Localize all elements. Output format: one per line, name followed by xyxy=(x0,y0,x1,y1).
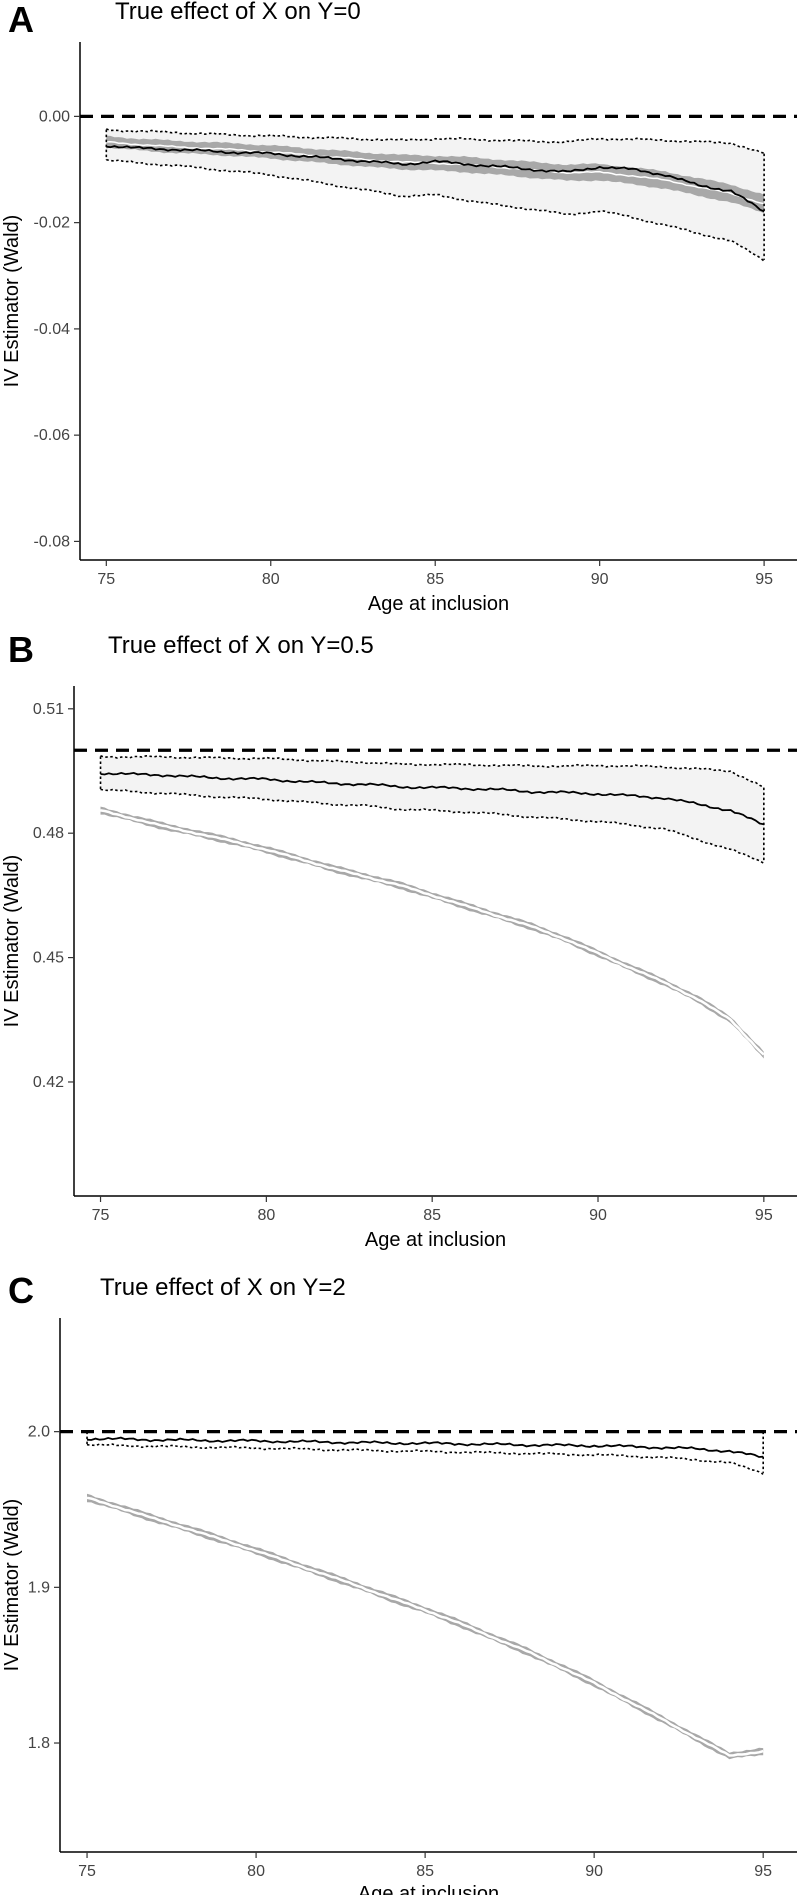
panel-b-letter: B xyxy=(8,629,34,670)
chart-a-x-tick-label: 80 xyxy=(262,571,280,588)
chart-b-y-tick-label: 0.42 xyxy=(33,1074,64,1091)
chart-a-x-tick-label: 75 xyxy=(97,571,115,588)
chart-a-plot: 75 80 85 90 95 0.00 -0.02 -0.04 -0.06 -0.08 Age at… xyxy=(1,42,797,615)
chart-b-y-tick-label: 0.45 xyxy=(33,950,64,967)
chart-b-y-tick-label: 0.48 xyxy=(33,825,64,842)
chart-a-ci-fill xyxy=(106,128,765,262)
chart-c-x-tick-label: 85 xyxy=(416,1863,434,1880)
chart-b-x-tick-label: 90 xyxy=(589,1207,607,1224)
chart-b-x-tick-label: 95 xyxy=(755,1207,773,1224)
chart-c-y-tick-label: 1.8 xyxy=(28,1735,50,1752)
chart-c-plot: 75 80 85 90 95 2.0 1.9 1.8 Age at inclusion IV Es… xyxy=(1,1318,797,1895)
chart-a-y-tick-label: -0.08 xyxy=(34,533,71,550)
chart-b-x-tick-label: 85 xyxy=(423,1207,441,1224)
chart-c-x-axis-title: Age at inclusion xyxy=(358,1883,499,1895)
chart-b-y-axis-title: IV Estimator (Wald) xyxy=(1,855,23,1028)
chart-b-y-tick-label: 0.51 xyxy=(33,701,64,718)
chart-a-x-axis-title: Age at inclusion xyxy=(368,593,509,615)
chart-b-x-tick-label: 75 xyxy=(92,1207,110,1224)
chart-a-naive-band xyxy=(106,135,765,214)
panel-c-title: True effect of X on Y=2 xyxy=(100,1274,346,1301)
chart-c-y-tick-label: 2.0 xyxy=(28,1424,50,1441)
chart-a-ci-lower xyxy=(106,158,765,262)
chart-c-naive-band xyxy=(87,1493,764,1760)
panel-a-letter: A xyxy=(8,0,34,40)
chart-c-ci-lower xyxy=(86,1443,764,1475)
chart-a-x-tick-label: 85 xyxy=(426,571,444,588)
chart-a-x-tick-label: 95 xyxy=(755,571,773,588)
chart-a-naive-center-line xyxy=(106,140,765,205)
chart-a-iv-line xyxy=(106,145,765,213)
chart-c-x-tick-label: 95 xyxy=(754,1863,772,1880)
chart-a-y-tick-label: -0.02 xyxy=(34,215,71,232)
chart-c-naive-center-line xyxy=(86,1496,764,1757)
panel-b-title: True effect of X on Y=0.5 xyxy=(108,632,374,659)
chart-b-naive-band xyxy=(100,806,764,1059)
chart-b-naive-center-line xyxy=(100,809,765,1056)
chart-c-x-tick-label: 80 xyxy=(247,1863,265,1880)
chart-a-y-tick-label: 0.00 xyxy=(39,108,70,125)
chart-c-y-tick-label: 1.9 xyxy=(28,1579,50,1596)
panel-a: 75 80 85 90 95 0.00 -0.02 -0.04 -0.06 -0.08 Age at… xyxy=(0,0,800,615)
panel-c-letter: C xyxy=(8,1270,34,1311)
chart-b-plot: 75 80 85 90 95 0.51 0.48 0.45 0.42 Age at inclusi… xyxy=(1,686,797,1251)
chart-b-x-tick-label: 80 xyxy=(257,1207,275,1224)
chart-c-iv-line xyxy=(86,1436,764,1458)
chart-c-x-tick-label: 75 xyxy=(78,1863,96,1880)
panel-b: 75 80 85 90 95 0.51 0.48 0.45 0.42 Age at inclusi… xyxy=(0,628,800,1268)
chart-a-y-tick-label: -0.04 xyxy=(34,321,71,338)
chart-a-x-tick-label: 90 xyxy=(591,571,609,588)
panel-a-title: True effect of X on Y=0 xyxy=(115,0,361,25)
chart-a-y-tick-label: -0.06 xyxy=(34,427,71,444)
chart-b-x-axis-title: Age at inclusion xyxy=(365,1229,506,1251)
panel-c: 75 80 85 90 95 2.0 1.9 1.8 Age at inclusion IV Es… xyxy=(0,1268,800,1895)
chart-c-x-tick-label: 90 xyxy=(585,1863,603,1880)
chart-a-y-axis-title: IV Estimator (Wald) xyxy=(1,215,23,388)
chart-a-ci-upper xyxy=(106,128,765,154)
chart-c-y-axis-title: IV Estimator (Wald) xyxy=(1,1499,23,1672)
chart-b-iv-line xyxy=(100,771,764,826)
chart-b-ci-fill xyxy=(100,755,764,864)
